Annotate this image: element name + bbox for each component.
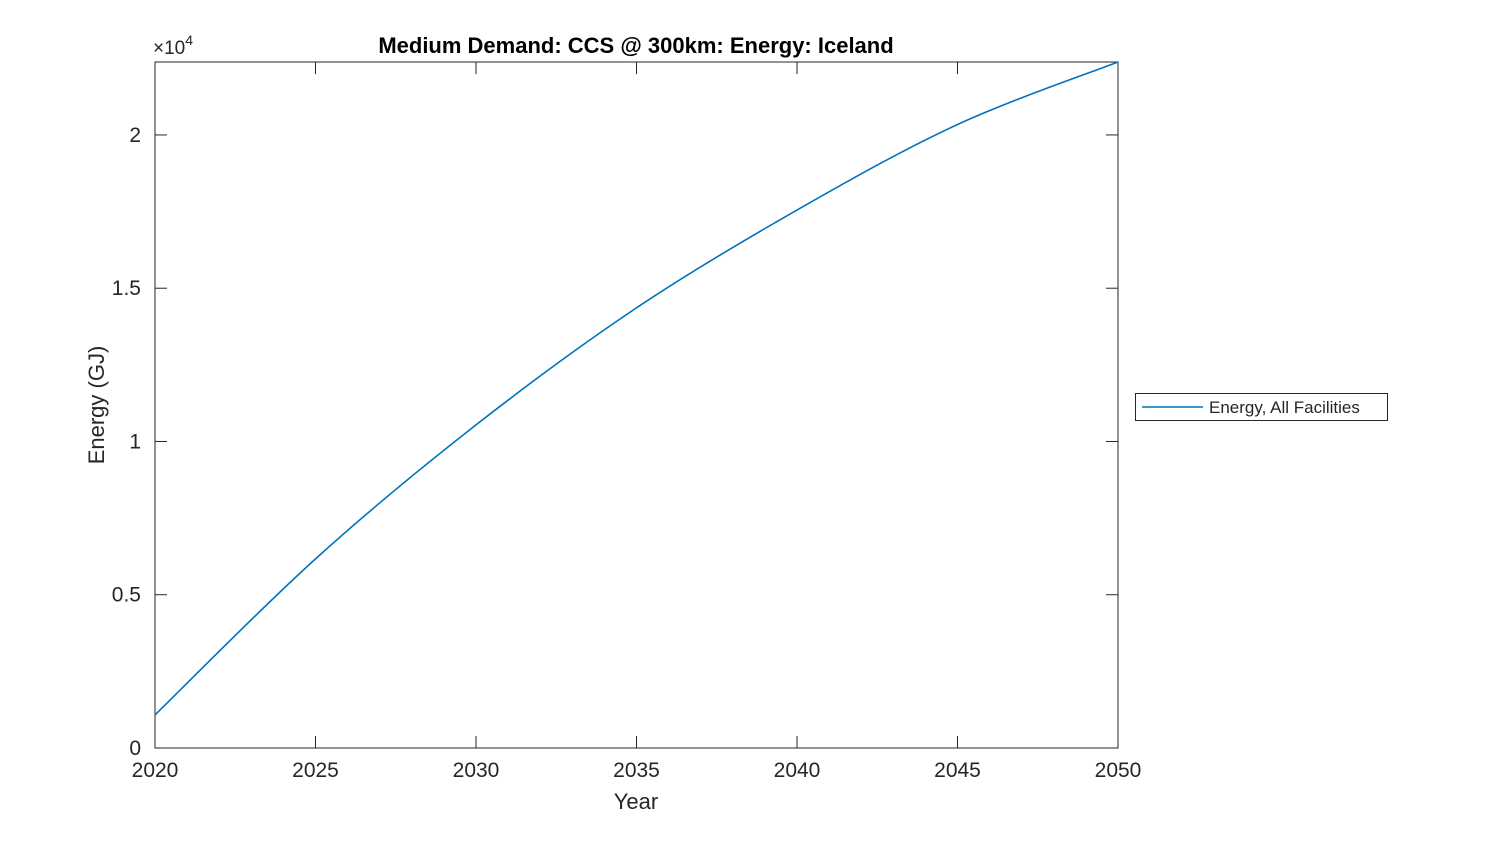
axes-box [154, 61, 1119, 749]
x-tick-label: 2040 [774, 759, 821, 782]
legend-entry-label: Energy, All Facilities [1209, 398, 1360, 417]
y-axis-exponent-power: 4 [185, 32, 193, 48]
y-tick-label: 1 [129, 430, 141, 453]
y-axis-exponent-base: ×10 [153, 38, 185, 59]
x-tick-label: 2025 [292, 759, 339, 782]
y-tick-label: 2 [129, 124, 141, 147]
x-tick-label: 2030 [453, 759, 500, 782]
x-axis-label: Year [614, 789, 658, 814]
x-tick-label: 2045 [934, 759, 981, 782]
y-tick-label: 1.5 [112, 277, 141, 300]
legend: Energy, All Facilities [1135, 393, 1388, 421]
x-tick-label: 2050 [1095, 759, 1142, 782]
series-group [154, 61, 1119, 716]
chart-title: Medium Demand: CCS @ 300km: Energy: Icel… [378, 33, 893, 58]
y-tick-label: 0 [129, 737, 141, 760]
x-tick-label: 2020 [132, 759, 179, 782]
x-tick-label: 2035 [613, 759, 660, 782]
axis-tick-labels: 2020 2025 2030 2035 2040 2045 2050 0 0.5 1 1.5 2 [112, 124, 1142, 782]
series-line-energy-all-facilities [154, 61, 1119, 716]
y-axis-exponent-label: ×104 [153, 32, 193, 59]
axis-ticks [154, 62, 1119, 749]
y-tick-label: 0.5 [112, 584, 141, 607]
y-axis-label: Energy (GJ) [84, 346, 109, 465]
